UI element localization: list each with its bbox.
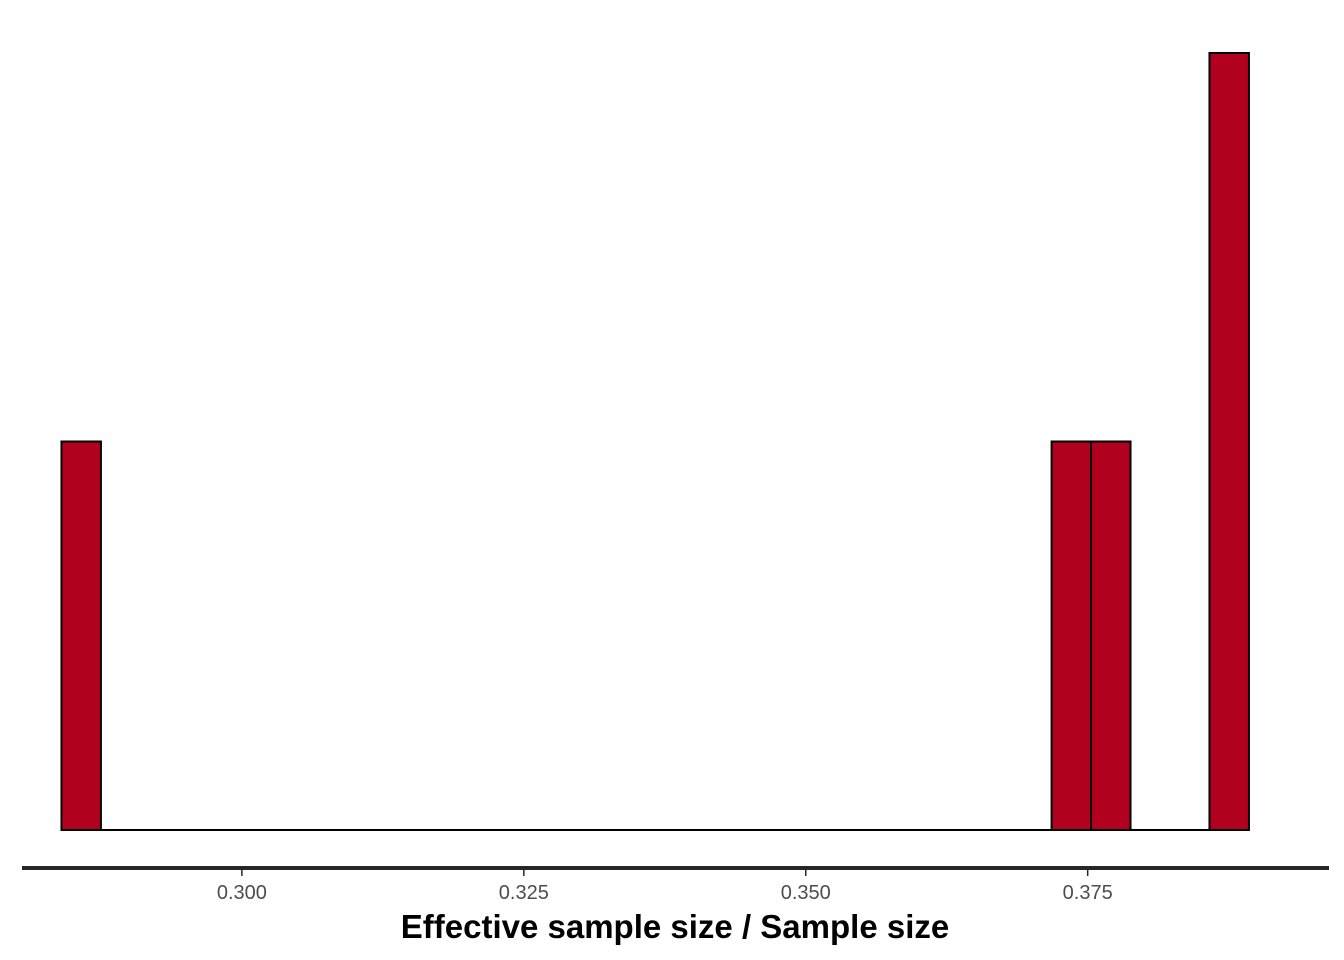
x-tick-label: 0.350 xyxy=(781,882,831,904)
histogram-bars xyxy=(60,52,1250,831)
x-tick-label: 0.325 xyxy=(499,882,549,904)
x-axis-ticks: 0.300 0.325 0.350 0.375 xyxy=(217,869,1113,904)
histogram-bar-4 xyxy=(1208,52,1250,831)
histogram-bar-1 xyxy=(60,440,102,831)
x-tick-label: 0.375 xyxy=(1063,882,1113,904)
x-tick-label: 0.300 xyxy=(217,882,267,904)
histogram-bar-3 xyxy=(1090,440,1132,831)
x-axis-title: Effective sample size / Sample size xyxy=(401,908,949,945)
histogram-bar-2 xyxy=(1050,440,1093,831)
